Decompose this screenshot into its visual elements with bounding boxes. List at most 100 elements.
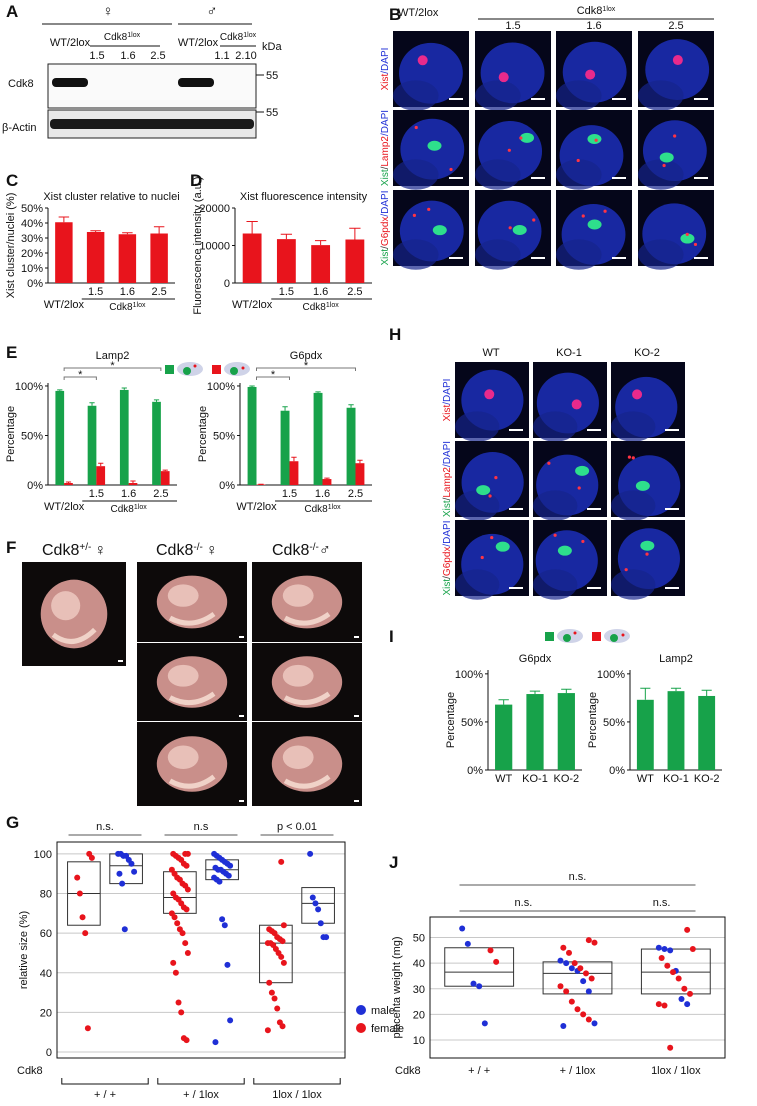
chart-title: Lamp2 xyxy=(659,653,693,665)
group-text: Cdk8 xyxy=(104,32,128,43)
y-tick-label: 20% xyxy=(21,248,43,260)
nucleus xyxy=(475,159,521,189)
error-bar xyxy=(498,700,508,705)
nucleus xyxy=(455,569,499,599)
lane-label: 1.6 xyxy=(120,50,135,62)
cell-icon xyxy=(610,634,618,642)
spot xyxy=(496,542,510,552)
data-point xyxy=(174,920,180,926)
data-point xyxy=(586,988,592,994)
significance-label: n.s. xyxy=(515,897,533,909)
error-bar xyxy=(122,388,127,390)
y-tick-label: 10 xyxy=(413,1035,425,1047)
cell-icon xyxy=(230,367,238,375)
spot xyxy=(575,466,589,476)
y-tick-label: 50% xyxy=(21,430,43,442)
x-tick-label: + / + xyxy=(94,1089,116,1101)
data-point xyxy=(184,863,190,869)
data-point xyxy=(281,960,287,966)
spot xyxy=(519,136,522,139)
nucleus xyxy=(533,569,577,599)
legend-swatch xyxy=(545,632,554,641)
data-point xyxy=(172,914,178,920)
spot xyxy=(476,485,490,495)
x-tick-label: 2.5 xyxy=(153,488,168,500)
x-tick-label: WT/2lox xyxy=(44,501,85,513)
column-label: WT/2lox xyxy=(398,7,439,19)
row-label-part: Xist xyxy=(380,169,391,186)
nucleus xyxy=(393,80,439,110)
error-bar xyxy=(315,392,320,393)
data-point xyxy=(560,1023,566,1029)
data-point xyxy=(82,930,88,936)
row-label: Xist/G6pdx/DAPI xyxy=(380,190,391,265)
legend-swatch xyxy=(212,365,221,374)
y-axis-label: Xist cluster/nuclei (%) xyxy=(5,193,17,299)
panel-label: J xyxy=(389,853,398,872)
y-axis-label: Percentage xyxy=(197,406,209,462)
error-bar xyxy=(246,222,257,234)
data-point xyxy=(318,920,324,926)
spot xyxy=(449,168,452,171)
panel-label: C xyxy=(6,171,18,190)
sex: ♀ xyxy=(206,542,218,559)
spot xyxy=(415,126,418,129)
y-tick-label: 50% xyxy=(213,430,235,442)
data-point xyxy=(185,950,191,956)
spot xyxy=(513,225,527,235)
data-point xyxy=(592,940,598,946)
error-bar xyxy=(249,386,254,387)
x-tick-label: 1.6 xyxy=(121,488,136,500)
y-tick-label: 100% xyxy=(15,381,43,393)
row-label-part: Xist xyxy=(380,74,391,91)
data-point xyxy=(679,996,685,1002)
bar xyxy=(55,391,64,485)
significance-label: * xyxy=(271,369,276,381)
spot xyxy=(632,456,635,459)
data-point xyxy=(667,1045,673,1051)
y-axis-label: Fluorescence intensity (a.u.) xyxy=(192,176,204,314)
data-point xyxy=(687,991,693,997)
spot xyxy=(673,134,676,137)
data-point xyxy=(89,855,95,861)
chart-title: G6pdx xyxy=(519,653,552,665)
lane-label: 1.1 xyxy=(214,50,229,62)
error-bar xyxy=(163,470,168,471)
y-tick-label: 30% xyxy=(21,233,43,245)
y-tick-label: 40% xyxy=(21,218,43,230)
data-point xyxy=(116,871,122,877)
x-tick-label: 1.5 xyxy=(89,488,104,500)
data-point xyxy=(558,983,564,989)
group-label: Cdk81lox xyxy=(220,32,257,44)
cell-icon xyxy=(574,632,577,635)
row-label-part: /DAPI xyxy=(442,441,453,467)
x-tick-label: 1lox / 1lox xyxy=(651,1065,701,1077)
data-point xyxy=(185,887,191,893)
error-bar xyxy=(671,688,681,691)
spot xyxy=(509,226,512,229)
y-axis-label: relative size (%) xyxy=(18,911,30,989)
y-tick-label: 0% xyxy=(27,480,43,492)
spot xyxy=(673,55,683,65)
error-bar xyxy=(89,403,94,406)
spot xyxy=(427,208,430,211)
embryo-label: Cdk8-/-♀ xyxy=(156,542,218,560)
x-tick-label: KO-1 xyxy=(663,773,689,785)
bar xyxy=(88,406,97,485)
data-point xyxy=(222,922,228,928)
group-sup: 1lox xyxy=(134,504,147,511)
bar-chart: 0%10%20%30%40%50%Xist cluster/nuclei (%)… xyxy=(5,191,180,313)
data-point xyxy=(592,1020,598,1026)
data-point xyxy=(482,1020,488,1026)
error-bar xyxy=(122,233,132,235)
y-tick-label: 0% xyxy=(467,765,483,777)
cell-icon xyxy=(622,634,625,637)
group-sup: 1lox xyxy=(602,6,615,13)
data-point xyxy=(563,960,569,966)
data-point xyxy=(227,863,233,869)
group-text: Cdk8 xyxy=(577,5,603,17)
error-bar xyxy=(59,217,69,222)
group-text: Cdk8 xyxy=(109,302,133,313)
data-point xyxy=(465,941,471,947)
